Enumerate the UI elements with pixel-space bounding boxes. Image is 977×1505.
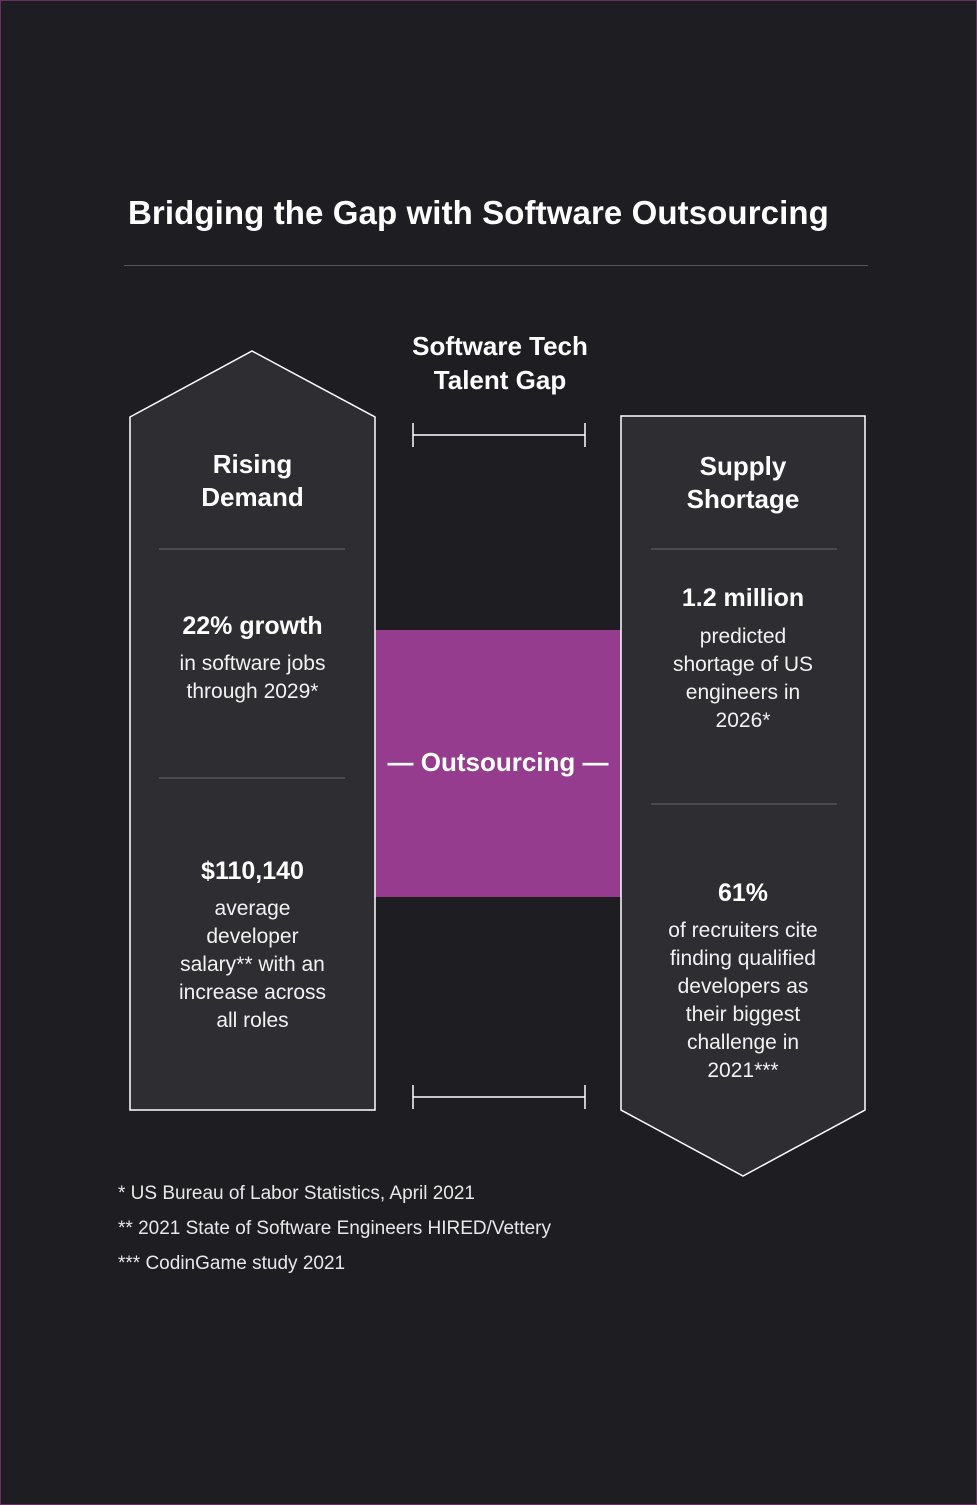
- recruiter-desc-line: challenge in: [686, 1031, 800, 1054]
- job-growth-desc-line2: through 2029*: [186, 680, 319, 703]
- salary-desc-line: salary** with an: [180, 953, 325, 976]
- shortage-desc-line: shortage of US: [672, 653, 814, 676]
- salary-description: average developer salary** with an incre…: [130, 895, 375, 1035]
- salary-desc-line: all roles: [216, 1009, 289, 1032]
- job-growth-stat: 22% growth: [182, 612, 323, 640]
- gap-bracket-top: [412, 423, 586, 447]
- supply-shortage-title: Supply Shortage: [621, 450, 865, 516]
- talent-gap-label: Software Tech Talent Gap: [380, 329, 620, 397]
- recruiter-desc-line: developers as: [677, 975, 809, 998]
- salary-desc-line: increase across: [178, 981, 327, 1004]
- engineer-shortage-description: predicted shortage of US engineers in 20…: [621, 623, 865, 735]
- recruiter-stat: 61%: [717, 879, 769, 907]
- footnote-3: *** CodinGame study 2021: [118, 1253, 346, 1274]
- outsourcing-label: — Outsourcing —: [387, 747, 609, 777]
- talent-gap-label-line1: Software Tech: [412, 331, 588, 361]
- salary-desc-line: developer: [206, 925, 299, 948]
- recruiter-desc-line: 2021***: [707, 1059, 779, 1082]
- salary-desc-line: average: [214, 897, 291, 920]
- rising-demand-title-line1: Rising: [212, 449, 293, 479]
- title-divider: [124, 265, 868, 266]
- job-growth-desc-line1: in software jobs: [179, 652, 326, 675]
- supply-shortage-arrow: [620, 415, 866, 1177]
- rising-demand-arrow: [129, 350, 376, 1111]
- engineer-shortage-stat: 1.2 million: [681, 584, 805, 612]
- recruiter-description: of recruiters cite finding qualified dev…: [621, 917, 865, 1085]
- rising-demand-title: Rising Demand: [130, 448, 375, 514]
- recruiter-desc-line: of recruiters cite: [668, 919, 818, 942]
- shortage-desc-line: 2026*: [715, 709, 771, 732]
- recruiter-desc-line: their biggest: [685, 1003, 801, 1026]
- supply-shortage-title-line1: Supply: [699, 451, 787, 481]
- rising-demand-title-line2: Demand: [201, 482, 304, 512]
- footnote-1: * US Bureau of Labor Statistics, April 2…: [118, 1183, 475, 1204]
- talent-gap-label-line2: Talent Gap: [433, 365, 567, 395]
- outsourcing-bridge: [375, 630, 621, 897]
- gap-bracket-bottom: [412, 1085, 586, 1109]
- footnote-2: ** 2021 State of Software Engineers HIRE…: [118, 1218, 552, 1239]
- salary-stat: $110,140: [201, 857, 304, 885]
- page-title: Bridging the Gap with Software Outsourci…: [128, 194, 829, 231]
- recruiter-desc-line: finding qualified: [670, 947, 816, 970]
- supply-shortage-title-line2: Shortage: [686, 484, 800, 514]
- shortage-desc-line: predicted: [699, 625, 787, 648]
- job-growth-description: in software jobs through 2029*: [130, 650, 375, 706]
- shortage-desc-line: engineers in: [685, 681, 801, 704]
